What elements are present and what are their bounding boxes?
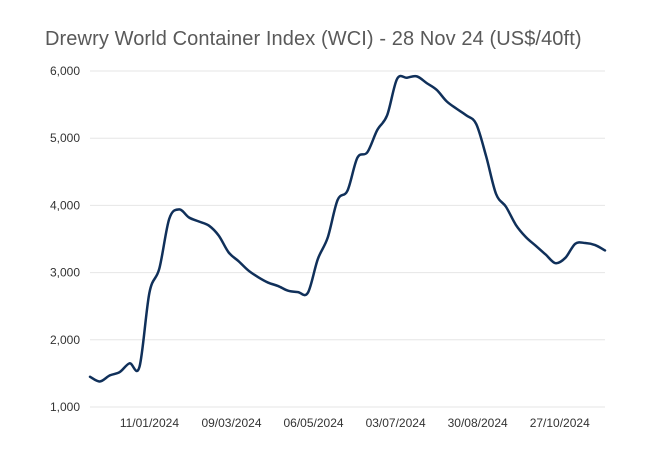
y-axis-ticks: 1,000 2,000 3,000 4,000 5,000 6,000: [50, 64, 80, 414]
grid-lines: [90, 70, 605, 408]
series-layer: [88, 74, 607, 383]
x-tick-label: 30/08/2024: [448, 416, 508, 430]
x-axis-ticks: 11/01/2024 09/03/2024 06/05/2024 03/07/2024…: [120, 416, 590, 430]
chart-title: Drewry World Container Index (WCI) - 28 …: [45, 28, 582, 50]
y-tick-label: 6,000: [50, 64, 80, 78]
x-tick-label: 11/01/2024: [120, 416, 179, 430]
x-tick-label: 27/10/2024: [530, 416, 590, 430]
series-line: [88, 74, 607, 383]
x-tick-label: 06/05/2024: [284, 416, 344, 430]
x-tick-label: 09/03/2024: [201, 416, 261, 430]
y-tick-label: 4,000: [50, 198, 80, 212]
x-tick-label: 03/07/2024: [366, 416, 426, 430]
y-tick-label: 5,000: [50, 131, 80, 145]
y-tick-label: 1,000: [50, 400, 80, 414]
y-tick-label: 3,000: [50, 266, 80, 280]
y-tick-label: 2,000: [50, 333, 80, 347]
